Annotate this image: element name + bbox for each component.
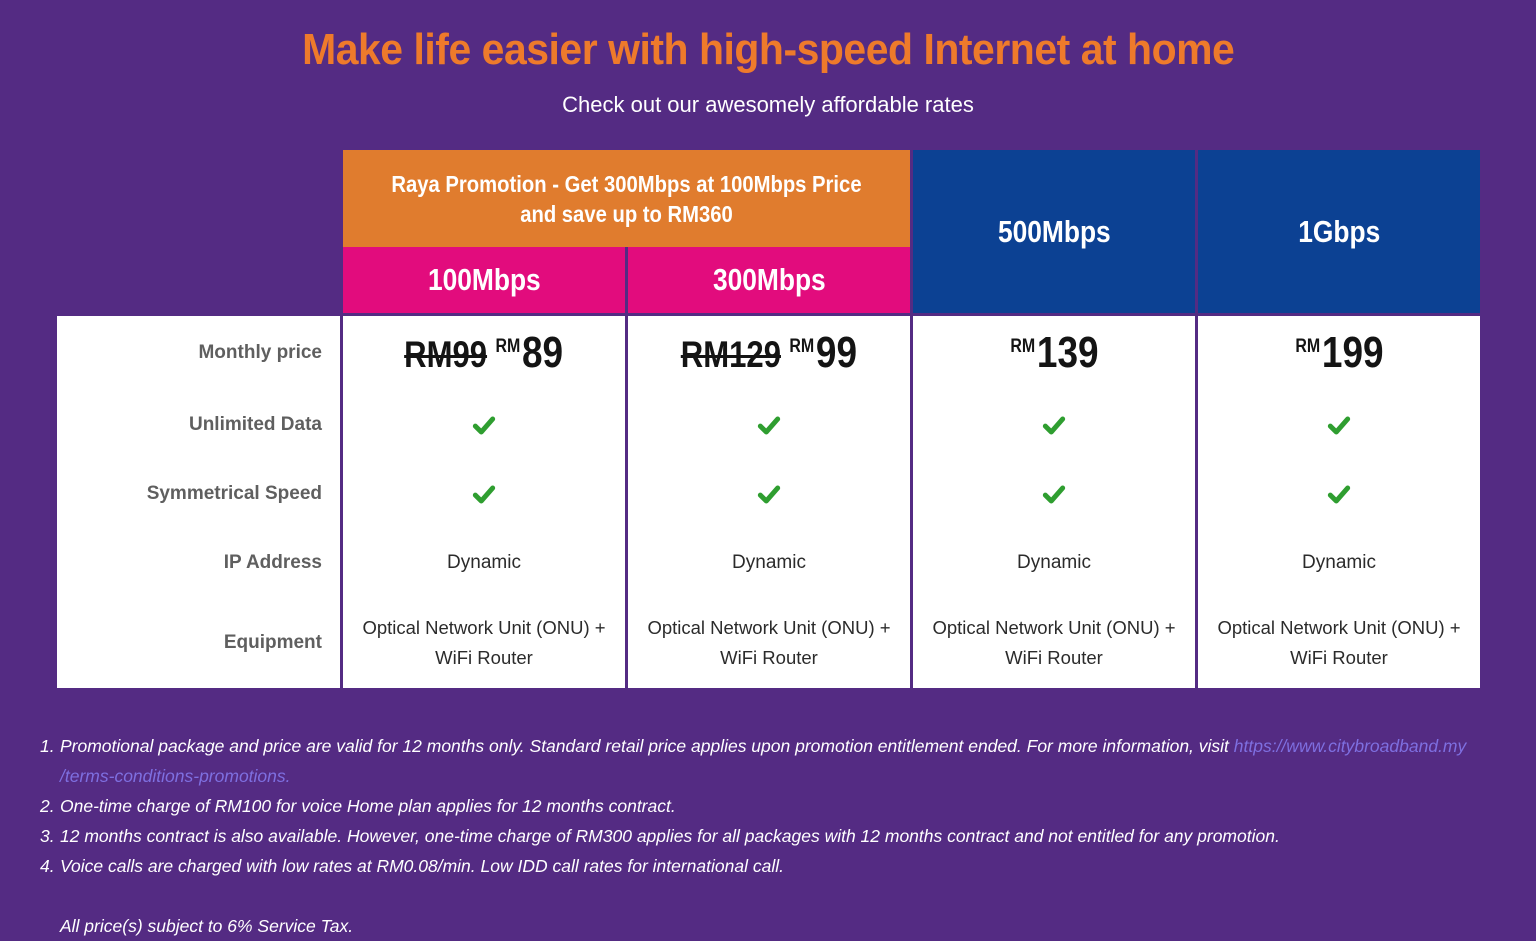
plan-header-1gbps: 1Gbps: [1198, 150, 1480, 313]
monthly-price: RM129 RM99: [681, 328, 857, 378]
currency-label: RM: [789, 336, 815, 357]
symmetrical-speed-cell: [343, 459, 625, 528]
plan-header-500mbps: 500Mbps: [913, 150, 1195, 313]
unlimited-data-cell: [1198, 390, 1480, 459]
plan-name: 300Mbps: [712, 262, 826, 297]
price-amount: 199: [1321, 328, 1384, 377]
check-icon: [1327, 416, 1351, 435]
check-icon: [472, 485, 496, 504]
price-amount: 139: [1036, 328, 1099, 377]
promo-banner: Raya Promotion - Get 300Mbps at 100Mbps …: [343, 150, 910, 247]
symmetrical-speed-cell: [628, 459, 910, 528]
hero-section: Make life easier with high-speed Interne…: [0, 0, 1536, 118]
row-label-cell: IP Address: [57, 528, 340, 597]
plan-column-300mbps: RM129 RM99 Dynamic Optical Network Unit (…: [628, 316, 910, 688]
row-label-column: Monthly price Unlimited Data Symmetrical…: [57, 316, 340, 688]
ip-address-value: Dynamic: [1017, 551, 1091, 573]
monthly-price: RM199: [1295, 328, 1383, 378]
old-price: RM129: [680, 334, 782, 375]
check-icon: [757, 416, 781, 435]
row-label-ip-address: IP Address: [223, 551, 322, 573]
row-label-equipment: Equipment: [223, 631, 322, 653]
plan-name: 1Gbps: [1298, 213, 1380, 249]
unlimited-data-cell: [913, 390, 1195, 459]
row-label-cell: Monthly price: [57, 316, 340, 390]
header-spacer: [57, 150, 340, 313]
check-icon: [757, 485, 781, 504]
monthly-price: RM139: [1010, 328, 1098, 378]
plan-column-100mbps: RM99 RM89 Dynamic Optical Network Unit (O…: [343, 316, 625, 688]
plan-column-500mbps: RM139 Dynamic Optical Network Unit (ONU)…: [913, 316, 1195, 688]
footnote-number: 3.: [40, 826, 55, 846]
promo-banner-text: Raya Promotion - Get 300Mbps at 100Mbps …: [391, 170, 862, 227]
ip-address-cell: Dynamic: [343, 528, 625, 597]
symmetrical-speed-cell: [913, 459, 1195, 528]
ip-address-value: Dynamic: [447, 551, 521, 573]
ip-address-cell: Dynamic: [1198, 528, 1480, 597]
price-cell: RM99 RM89: [343, 316, 625, 390]
footnote-text: 12 months contract is also available. Ho…: [60, 826, 1280, 846]
row-label-unlimited-data: Unlimited Data: [188, 413, 322, 435]
plan-name: 100Mbps: [427, 262, 541, 297]
promo-plan-headers: 100Mbps 300Mbps: [343, 247, 910, 313]
footnote-number: 2.: [40, 796, 55, 816]
plan-column-1gbps: RM199 Dynamic Optical Network Unit (ONU)…: [1198, 316, 1480, 688]
footnote-1: 1. Promotional package and price are val…: [40, 731, 1506, 791]
ip-address-cell: Dynamic: [913, 528, 1195, 597]
price-cell: RM129 RM99: [628, 316, 910, 390]
row-label-cell: Symmetrical Speed: [57, 459, 340, 528]
footnotes: 1. Promotional package and price are val…: [40, 731, 1506, 941]
footnote-number: 4.: [40, 856, 55, 876]
check-icon: [1042, 416, 1066, 435]
price-amount: 89: [522, 328, 564, 377]
check-icon: [472, 416, 496, 435]
footnote-text: One-time charge of RM100 for voice Home …: [60, 796, 676, 816]
equipment-cell: Optical Network Unit (ONU) + WiFi Router: [628, 597, 910, 688]
unlimited-data-cell: [628, 390, 910, 459]
ip-address-value: Dynamic: [732, 551, 806, 573]
price-cell: RM199: [1198, 316, 1480, 390]
footnote-3: 3. 12 months contract is also available.…: [40, 821, 1506, 851]
row-label-symmetrical-speed: Symmetrical Speed: [146, 482, 322, 504]
currency-label: RM: [1009, 336, 1035, 357]
ip-address-cell: Dynamic: [628, 528, 910, 597]
equipment-value: Optical Network Unit (ONU) + WiFi Router: [932, 616, 1176, 668]
service-tax-note: All price(s) subject to 6% Service Tax.: [60, 916, 354, 936]
plan-header-100mbps: 100Mbps: [343, 247, 625, 313]
symmetrical-speed-cell: [1198, 459, 1480, 528]
equipment-cell: Optical Network Unit (ONU) + WiFi Router: [343, 597, 625, 688]
price-cell: RM139: [913, 316, 1195, 390]
row-label-cell: Unlimited Data: [57, 390, 340, 459]
footnote-number: 1.: [40, 736, 55, 756]
check-icon: [1327, 485, 1351, 504]
equipment-value: Optical Network Unit (ONU) + WiFi Router: [362, 616, 606, 668]
footnote-4: 4. Voice calls are charged with low rate…: [40, 851, 1506, 881]
footnote-text: Voice calls are charged with low rates a…: [60, 856, 784, 876]
plan-header-300mbps: 300Mbps: [628, 247, 910, 313]
terms-link[interactable]: https://www.citybroadband.my: [1233, 736, 1467, 756]
equipment-value: Optical Network Unit (ONU) + WiFi Router: [647, 616, 891, 668]
currency-label: RM: [1294, 336, 1320, 357]
monthly-price: RM99 RM89: [405, 328, 564, 378]
old-price: RM99: [404, 334, 488, 375]
footnote-text: Promotional package and price are valid …: [60, 731, 1506, 791]
unlimited-data-cell: [343, 390, 625, 459]
equipment-cell: Optical Network Unit (ONU) + WiFi Router: [1198, 597, 1480, 688]
footnote-1-body: Promotional package and price are valid …: [60, 736, 1234, 756]
check-icon: [1042, 485, 1066, 504]
terms-link-continued[interactable]: /terms-conditions-promotions.: [60, 766, 291, 786]
ip-address-value: Dynamic: [1302, 551, 1376, 573]
promo-column-group: Raya Promotion - Get 300Mbps at 100Mbps …: [343, 150, 910, 313]
currency-label: RM: [495, 336, 521, 357]
pricing-table: Raya Promotion - Get 300Mbps at 100Mbps …: [57, 150, 1480, 688]
equipment-cell: Optical Network Unit (ONU) + WiFi Router: [913, 597, 1195, 688]
row-label-monthly-price: Monthly price: [198, 342, 322, 363]
page-subtitle: Check out our awesomely affordable rates: [562, 92, 974, 117]
plan-name: 500Mbps: [997, 213, 1111, 249]
price-amount: 99: [815, 328, 858, 377]
row-label-cell: Equipment: [57, 597, 340, 688]
page-title: Make life easier with high-speed Interne…: [301, 25, 1235, 74]
equipment-value: Optical Network Unit (ONU) + WiFi Router: [1217, 616, 1461, 668]
footnote-2: 2. One-time charge of RM100 for voice Ho…: [40, 791, 1506, 821]
